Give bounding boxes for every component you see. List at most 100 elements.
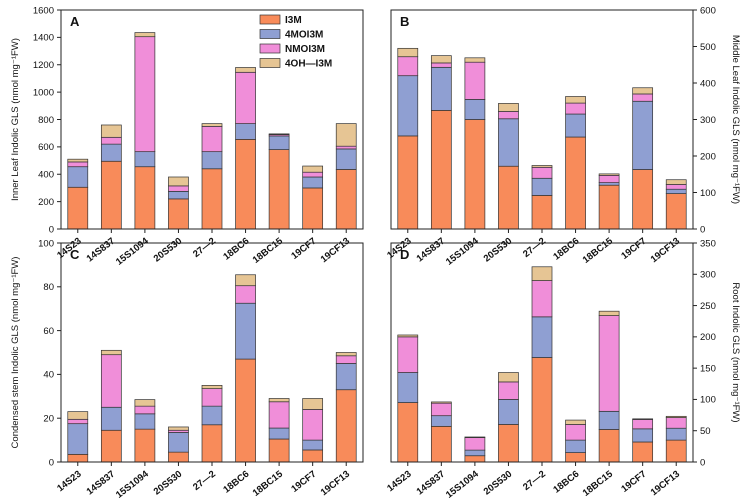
bar-segment — [430, 415, 452, 427]
x-tick-label: 19CF7 — [289, 236, 318, 262]
legend-swatch — [259, 43, 281, 54]
bar-segment — [201, 388, 223, 407]
legend-label: 4OH—I3M — [285, 59, 332, 70]
bar-segment — [134, 36, 156, 153]
bar-segment — [134, 428, 156, 463]
bar-segment — [67, 166, 89, 188]
bar-segment — [335, 363, 357, 391]
y-tick-label: 50 — [700, 426, 711, 437]
bar-segment — [168, 451, 189, 463]
bar-segment — [168, 176, 189, 187]
bar-segment — [335, 352, 357, 357]
bar-segment — [134, 405, 156, 415]
bar-segment — [134, 413, 156, 430]
bar-segment — [565, 452, 586, 463]
bar-segment — [100, 143, 122, 162]
bar-segment — [335, 169, 357, 230]
y-tick-label: 400 — [700, 78, 716, 89]
bar-segment — [665, 179, 687, 185]
y-tick-label: 1600 — [33, 5, 54, 16]
legend-label: I3M — [285, 15, 302, 26]
y-tick-label: 350 — [700, 238, 716, 249]
y-tick-label: 300 — [700, 115, 716, 126]
bar-segment — [335, 145, 357, 150]
panel-label: C — [70, 247, 80, 262]
bar-segment — [531, 195, 553, 230]
bar-segment — [531, 316, 553, 358]
bar-segment — [397, 75, 419, 137]
x-tick-label: 14S837 — [85, 469, 118, 498]
bar-segment — [134, 32, 156, 38]
bar-segment — [201, 151, 223, 170]
bar-segment — [67, 186, 89, 230]
bar-segment — [531, 266, 553, 281]
x-tick-label: 19CF13 — [649, 236, 682, 265]
bar-segment — [67, 411, 89, 420]
y-axis-label: Middle Leaf Indolic GLS (nmol mg⁻¹FW) — [730, 35, 741, 204]
bar-segment — [632, 441, 654, 463]
bar-segment — [201, 424, 223, 463]
y-tick-label: 40 — [43, 370, 54, 381]
y-tick-label: 0 — [49, 457, 54, 468]
y-tick-label: 60 — [43, 326, 54, 337]
y-tick-label: 0 — [700, 457, 705, 468]
bar-segment — [498, 103, 519, 112]
x-tick-label: 18BC15 — [581, 468, 616, 499]
bar-segment — [464, 437, 486, 451]
bar-segment — [498, 399, 519, 425]
bar-segment — [100, 160, 122, 230]
bar-segment — [565, 96, 586, 104]
bar-segment — [565, 419, 586, 425]
y-axis-label: Inner Leaf Indolic GLS (nmol mg⁻¹FW) — [10, 38, 21, 201]
bar-segment — [397, 334, 419, 338]
bar-segment — [632, 87, 654, 95]
bar-segment — [565, 439, 586, 453]
bar-segment — [565, 424, 586, 441]
bar-segment — [464, 455, 486, 463]
panel-label: D — [400, 247, 409, 262]
bar-segment — [268, 149, 290, 230]
bar-segment — [335, 389, 357, 463]
bar-segment — [268, 427, 290, 440]
bar-segment — [598, 173, 620, 176]
x-tick-label: 14S837 — [415, 469, 448, 498]
x-tick-label: 19CF7 — [289, 469, 318, 495]
x-tick-label: 14S837 — [85, 236, 118, 265]
bar-segment — [100, 124, 122, 138]
bar-segment — [430, 62, 452, 68]
bar-segment — [430, 425, 452, 463]
x-tick-label: 20S530 — [482, 469, 515, 498]
bar-segment — [67, 423, 89, 455]
x-tick-label: 18BC15 — [581, 235, 616, 266]
bar-segment — [665, 427, 687, 441]
y-tick-label: 100 — [38, 238, 54, 249]
x-tick-label: 27—2 — [191, 469, 218, 493]
bar-segment — [100, 136, 122, 145]
y-tick-label: 150 — [700, 363, 716, 374]
y-tick-label: 200 — [700, 332, 716, 343]
bar-segment — [168, 191, 189, 200]
x-tick-label: 20S530 — [152, 236, 185, 265]
bar-segment — [531, 280, 553, 318]
bar-segment — [302, 449, 324, 463]
bar-segment — [201, 385, 223, 389]
bar-segment — [430, 66, 452, 111]
bar-segment — [134, 399, 156, 407]
y-tick-label: 400 — [38, 170, 54, 181]
bar-segment — [235, 71, 256, 124]
bar-segment — [665, 184, 687, 190]
bar-segment — [201, 123, 223, 127]
x-tick-label: 14S23 — [55, 469, 83, 495]
legend: I3M 4MOI3M NMOI3M 4OH—I3M — [259, 14, 332, 70]
y-tick-label: 80 — [43, 282, 54, 293]
bar-segment — [464, 436, 486, 438]
bar-segment — [598, 310, 620, 316]
bar-segment — [168, 432, 189, 453]
bar-segment — [531, 177, 553, 196]
y-tick-label: 20 — [43, 414, 54, 425]
bar-segment — [665, 193, 687, 230]
